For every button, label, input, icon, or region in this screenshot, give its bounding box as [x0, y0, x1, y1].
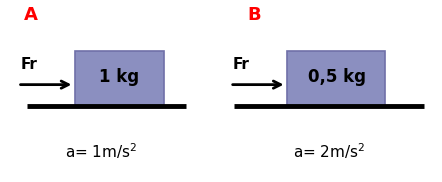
Text: a= 1m/s$^2$: a= 1m/s$^2$ [65, 141, 138, 161]
Bar [287, 51, 385, 106]
Text: Fr: Fr [232, 57, 249, 72]
Text: Fr: Fr [20, 57, 37, 72]
Text: A: A [24, 6, 38, 23]
Text: a= 2m/s$^2$: a= 2m/s$^2$ [293, 141, 366, 161]
Text: 0,5 kg: 0,5 kg [308, 68, 366, 86]
Bar [75, 51, 164, 106]
Text: 1 kg: 1 kg [99, 68, 139, 86]
Text: B: B [248, 6, 261, 23]
